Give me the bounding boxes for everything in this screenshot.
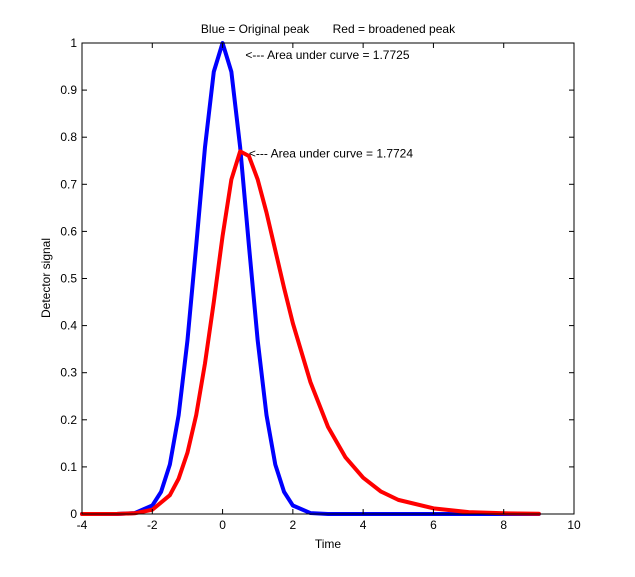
x-tick-label: 0 (219, 518, 226, 532)
x-tick-label: 4 (360, 518, 367, 532)
y-tick-label: 0.7 (60, 177, 77, 191)
y-tick-label: 0.3 (60, 366, 77, 380)
y-tick-label: 0.2 (60, 413, 77, 427)
y-axis-ticks: 0 0.1 0.2 0.3 0.4 0.5 0.6 0.7 0.8 0.9 1 (60, 36, 574, 521)
x-tick-label: 10 (567, 518, 581, 532)
series-layer (80, 41, 541, 516)
y-tick-label: 1 (70, 36, 77, 50)
y-tick-label: 0.1 (60, 460, 77, 474)
x-tick-label: -4 (77, 518, 88, 532)
series-line-1 (80, 149, 541, 516)
y-tick-label: 0 (70, 507, 77, 521)
annotation-layer: <--- Area under curve = 1.7725 <--- Area … (245, 48, 413, 161)
x-tick-label: -2 (147, 518, 158, 532)
area-annotation-1: <--- Area under curve = 1.7724 (249, 147, 413, 161)
x-axis-label: Time (315, 537, 342, 551)
axes-background (82, 43, 574, 514)
x-tick-label: 2 (290, 518, 297, 532)
x-tick-label: 6 (430, 518, 437, 532)
y-axis-label: Detector signal (39, 238, 53, 318)
x-axis-ticks: -4 -2 0 2 4 6 8 10 (77, 43, 581, 532)
y-tick-label: 0.9 (60, 83, 77, 97)
area-annotation-0: <--- Area under curve = 1.7725 (245, 48, 409, 62)
series-line-0 (80, 41, 541, 516)
y-tick-label: 0.4 (60, 319, 77, 333)
chart-title: Blue = Original peak Red = broadened pea… (201, 22, 456, 36)
y-tick-label: 0.8 (60, 130, 77, 144)
y-tick-label: 0.6 (60, 224, 77, 238)
y-tick-label: 0.5 (60, 272, 77, 286)
x-tick-label: 8 (500, 518, 507, 532)
